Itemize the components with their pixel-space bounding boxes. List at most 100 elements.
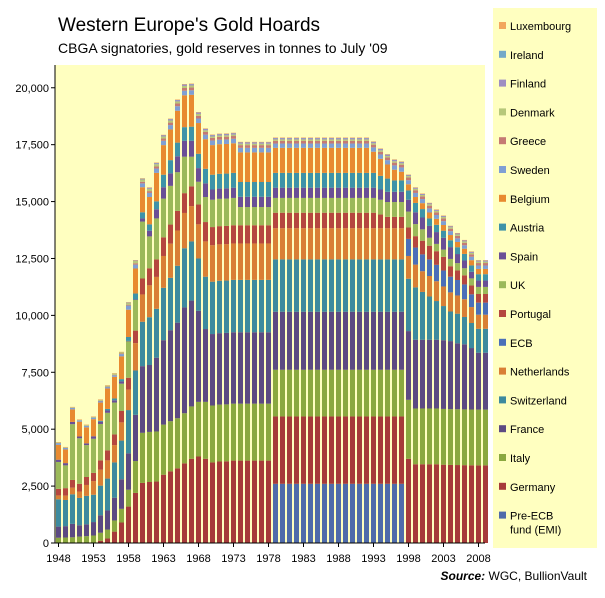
bar-segment [112, 445, 117, 463]
bar-segment [245, 142, 250, 144]
bar-segment [392, 216, 397, 229]
bar-segment [406, 176, 411, 178]
bar-segment [427, 296, 432, 340]
bar-segment [63, 463, 68, 466]
bar-segment [210, 134, 215, 136]
bar-segment [315, 212, 320, 229]
bar-segment [476, 293, 481, 303]
bar-segment [119, 508, 124, 523]
bar-segment [357, 483, 362, 543]
bar-segment [189, 300, 194, 407]
bar-segment [399, 311, 404, 370]
bar-segment [287, 172, 292, 188]
bar-segment [294, 228, 299, 260]
bar-segment [182, 193, 187, 213]
bar-segment [294, 143, 299, 148]
bar-segment [182, 307, 187, 414]
bar-segment [210, 227, 215, 246]
bar-segment [266, 143, 271, 146]
bar-segment [119, 352, 124, 354]
bar-segment [448, 235, 453, 241]
bar-segment [308, 143, 313, 148]
bar-segment [196, 153, 201, 169]
bar-segment [224, 139, 229, 144]
legend-label: France [510, 424, 544, 436]
bar-segment [343, 143, 348, 148]
bar-segment [448, 227, 453, 229]
bar-segment [455, 234, 460, 236]
bar-segment [175, 418, 180, 469]
bar-segment [56, 442, 61, 443]
bar-segment [238, 181, 243, 197]
bar-segment [126, 309, 131, 338]
x-tick-label: 2008 [466, 553, 490, 565]
bar-segment [84, 445, 89, 477]
bar-segment [217, 188, 222, 199]
bar-segment [259, 145, 264, 148]
bar-segment [343, 212, 348, 229]
bar-segment [336, 143, 341, 148]
bar-segment [336, 139, 341, 141]
bar-segment [413, 339, 418, 409]
bar-segment [483, 328, 488, 353]
bar-segment [105, 410, 110, 413]
bar-segment [392, 180, 397, 192]
bar-segment [322, 140, 327, 144]
bar-segment [196, 113, 201, 116]
bar-segment [189, 206, 194, 242]
bar-segment [469, 348, 474, 410]
bar-segment [448, 409, 453, 465]
bar-segment [287, 483, 292, 543]
bar-segment [210, 245, 215, 282]
bar-segment [189, 90, 194, 95]
bar-segment [203, 130, 208, 132]
bar-segment [476, 286, 481, 294]
bar-segment [273, 228, 278, 260]
bar-segment [126, 453, 131, 490]
bar-segment [294, 212, 299, 229]
source-label: Source: [440, 569, 486, 583]
bar-segment [301, 138, 306, 140]
bar-segment [343, 259, 348, 312]
bar-segment [203, 139, 208, 169]
y-tick-label: 7,500 [21, 367, 49, 379]
bar-segment [266, 332, 271, 404]
bar-segment [399, 164, 404, 168]
bar-segment [119, 381, 124, 384]
bar-segment [77, 436, 82, 439]
bar-segment [385, 202, 390, 217]
bar-segment [469, 285, 474, 295]
bar-segment [322, 212, 327, 229]
bar-segment [455, 254, 460, 264]
bar-segment [140, 294, 145, 322]
bar-segment [231, 136, 236, 139]
bar-segment [168, 125, 173, 130]
bar-segment [455, 235, 460, 239]
bar-segment [406, 177, 411, 181]
bar-segment [98, 540, 103, 543]
bar-segment [406, 199, 411, 212]
bar-segment [399, 161, 404, 162]
bar-segment [462, 316, 467, 345]
bar-segment [189, 241, 194, 301]
bar-segment [420, 193, 425, 195]
legend-swatch [499, 367, 506, 375]
bar-segment [231, 243, 236, 280]
bar-segment [154, 357, 159, 432]
bar-segment [112, 398, 117, 401]
bar-segment [238, 225, 243, 244]
bar-segment [224, 198, 229, 226]
bar-segment [84, 495, 89, 525]
bar-segment [343, 147, 348, 173]
bar-segment [119, 354, 124, 357]
bar-segment [224, 280, 229, 333]
bar-segment [371, 369, 376, 417]
bar-segment [252, 147, 257, 153]
bar-segment [462, 344, 467, 410]
bar-segment [140, 181, 145, 184]
bar-segment [259, 152, 264, 182]
bar-segment [308, 197, 313, 213]
legend-label: Ireland [510, 50, 544, 62]
bar-group [56, 83, 488, 543]
bar-segment [210, 334, 215, 406]
